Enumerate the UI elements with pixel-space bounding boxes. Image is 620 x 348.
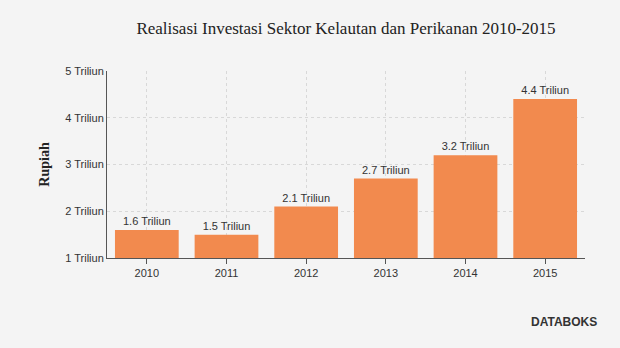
svg-text:Realisasi Investasi Sektor Kel: Realisasi Investasi Sektor Kelautan dan … <box>136 19 555 38</box>
svg-text:DATABOKS: DATABOKS <box>531 315 597 329</box>
svg-text:1.6 Triliun: 1.6 Triliun <box>123 215 171 227</box>
svg-text:3 Triliun: 3 Triliun <box>65 158 104 170</box>
svg-text:2015: 2015 <box>533 267 557 279</box>
svg-text:2.7 Triliun: 2.7 Triliun <box>362 164 410 176</box>
svg-text:1.5 Triliun: 1.5 Triliun <box>203 220 251 232</box>
svg-text:2 Triliun: 2 Triliun <box>65 205 104 217</box>
svg-text:2014: 2014 <box>453 267 477 279</box>
svg-text:2011: 2011 <box>215 267 239 279</box>
svg-text:5 Triliun: 5 Triliun <box>65 65 104 77</box>
svg-text:2012: 2012 <box>294 267 318 279</box>
svg-text:4 Triliun: 4 Triliun <box>65 112 104 124</box>
svg-text:4.4 Triliun: 4.4 Triliun <box>521 84 569 96</box>
svg-text:3.2 Triliun: 3.2 Triliun <box>442 140 490 152</box>
svg-text:1 Triliun: 1 Triliun <box>65 252 104 264</box>
svg-text:2013: 2013 <box>374 267 398 279</box>
svg-text:2010: 2010 <box>135 267 159 279</box>
svg-text:Rupiah: Rupiah <box>37 142 52 187</box>
svg-text:2.1 Triliun: 2.1 Triliun <box>282 192 330 204</box>
